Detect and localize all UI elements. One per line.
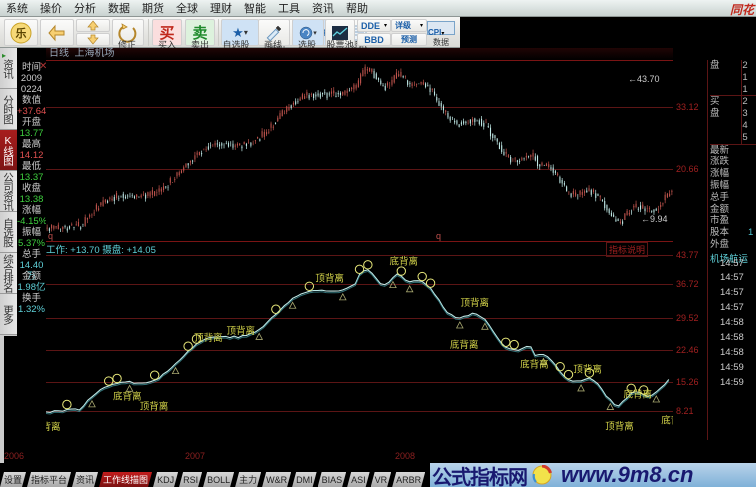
svg-text:顶背离: 顶背离 [315,272,344,284]
svg-text:底背离: 底背离 [113,390,142,402]
svg-text:顶背离: 顶背离 [461,297,490,309]
svg-text:顶背离: 顶背离 [140,400,169,412]
svg-text:顶背离: 顶背离 [226,325,255,337]
svg-text:底背离: 底背离 [661,414,673,426]
svg-text:顶背离: 顶背离 [573,363,602,375]
svg-text:顶背离: 顶背离 [605,421,634,432]
svg-text:底背离: 底背离 [46,421,61,432]
svg-text:底背离: 底背离 [520,359,549,371]
svg-text:底背离: 底背离 [624,389,653,401]
svg-text:底背离: 底背离 [390,255,419,267]
svg-text:底背离: 底背离 [450,339,479,351]
svg-text:顶背离: 顶背离 [194,332,223,344]
